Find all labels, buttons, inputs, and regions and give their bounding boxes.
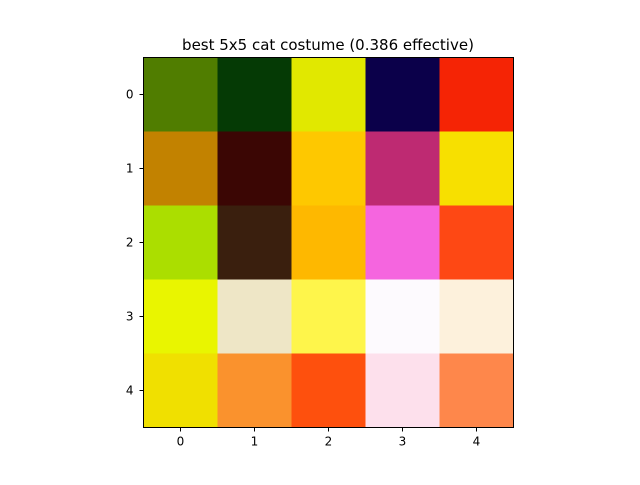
heatmap-cell-r4-c1	[217, 353, 292, 428]
heatmap-cell-r3-c3	[365, 279, 440, 354]
heatmap-cell-r0-c0	[143, 57, 218, 132]
heatmap-cell-r3-c0	[143, 279, 218, 354]
heatmap-cell-r1-c3	[365, 131, 440, 206]
heatmap-cell-r0-c2	[291, 57, 366, 132]
heatmap-cell-r0-c3	[365, 57, 440, 132]
heatmap-cell-r1-c4	[439, 131, 514, 206]
heatmap-cell-r2-c1	[217, 205, 292, 280]
chart-title: best 5x5 cat costume (0.386 effective)	[182, 36, 474, 54]
heatmap-cell-r1-c1	[217, 131, 292, 206]
heatmap-cell-r3-c4	[439, 279, 514, 354]
y-tick-label: 0	[126, 88, 134, 102]
heatmap-cell-r4-c0	[143, 353, 218, 428]
heatmap-cell-r2-c3	[365, 205, 440, 280]
x-tick-label: 3	[399, 435, 407, 449]
heatmap-cell-r3-c2	[291, 279, 366, 354]
x-tick-label: 0	[177, 435, 185, 449]
heatmap-cell-r1-c2	[291, 131, 366, 206]
x-tick-label: 2	[325, 435, 333, 449]
y-axis: 0 1 2 3 4	[126, 88, 144, 398]
heatmap-cell-r0-c4	[439, 57, 514, 132]
x-tick-label: 1	[251, 435, 259, 449]
y-tick-label: 3	[126, 310, 134, 324]
heatmap-cell-r4-c4	[439, 353, 514, 428]
heatmap-cell-r0-c1	[217, 57, 292, 132]
heatmap-cell-r2-c4	[439, 205, 514, 280]
y-tick-label: 4	[126, 384, 134, 398]
x-tick-label: 4	[473, 435, 481, 449]
heatmap-cell-r2-c0	[143, 205, 218, 280]
y-tick-label: 1	[126, 162, 134, 176]
x-axis: 0 1 2 3 4	[177, 427, 481, 449]
heatmap-cells	[143, 57, 514, 428]
y-tick-label: 2	[126, 236, 134, 250]
heatmap-cell-r1-c0	[143, 131, 218, 206]
heatmap-cell-r4-c3	[365, 353, 440, 428]
heatmap-cell-r2-c2	[291, 205, 366, 280]
heatmap-cell-r3-c1	[217, 279, 292, 354]
heatmap-cell-r4-c2	[291, 353, 366, 428]
